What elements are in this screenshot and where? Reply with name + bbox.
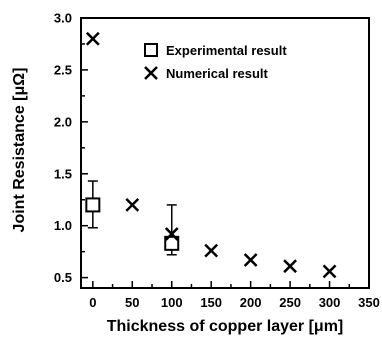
x-tick-label: 200 (240, 295, 262, 310)
x-tick-label: 350 (358, 295, 380, 310)
legend-label-numerical: Numerical result (166, 66, 269, 81)
x-tick-label: 0 (89, 295, 96, 310)
y-axis-title: Joint Resistance [μΩ] (11, 68, 28, 233)
ticks (81, 17, 370, 288)
numerical-point (164, 227, 179, 241)
x-tick-label: 250 (279, 295, 301, 310)
y-tick-label: 1.0 (54, 218, 72, 233)
numerical-point (125, 198, 140, 212)
legend-marker-numerical (144, 66, 158, 80)
y-tick-label: 3.0 (54, 11, 72, 26)
legend-label-experimental: Experimental result (166, 43, 287, 58)
y-tick-label: 0.5 (54, 270, 72, 285)
y-tick-label: 2.0 (54, 114, 72, 129)
experimental-point (164, 235, 180, 251)
data-marks (85, 31, 337, 279)
numerical-point (85, 31, 100, 46)
x-tick-label: 100 (161, 295, 183, 310)
numerical-point (322, 264, 337, 279)
experimental-point (85, 197, 101, 213)
y-tick-label: 2.5 (54, 62, 72, 77)
tick-labels: 0 50 100 150 200 250 300 350 0.5 1.0 1.5 2.0 2.5 3.0 (54, 11, 380, 311)
x-tick-label: 50 (125, 295, 139, 310)
x-tick-label: 150 (200, 295, 222, 310)
legend-marker-experimental (144, 43, 158, 57)
numerical-point (204, 243, 219, 258)
y-tick-label: 1.5 (54, 166, 72, 181)
x-tick-label: 300 (319, 295, 341, 310)
plot-frame (80, 17, 370, 289)
legend: Experimental result Numerical result (144, 43, 287, 81)
numerical-point (283, 259, 297, 274)
numerical-point (243, 253, 258, 267)
x-axis-title: Thickness of copper layer [μm] (107, 318, 344, 335)
